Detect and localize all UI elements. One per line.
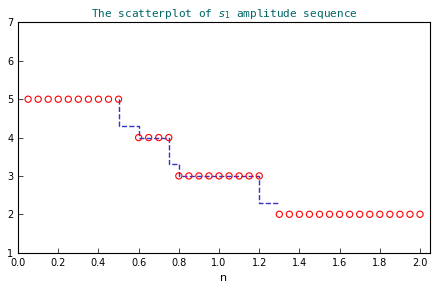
Point — [256, 174, 263, 178]
Point — [236, 174, 243, 178]
Point — [416, 212, 423, 217]
Point — [55, 97, 62, 101]
Point — [75, 97, 82, 101]
Point — [306, 212, 313, 217]
Point — [205, 174, 212, 178]
Point — [105, 97, 112, 101]
Point — [386, 212, 393, 217]
Point — [45, 97, 52, 101]
Point — [276, 212, 283, 217]
Point — [225, 174, 232, 178]
Point — [286, 212, 293, 217]
Point — [296, 212, 303, 217]
Title: The scatterplot of $s_1$ amplitude sequence: The scatterplot of $s_1$ amplitude seque… — [90, 7, 357, 21]
Point — [406, 212, 413, 217]
Point — [85, 97, 92, 101]
Point — [396, 212, 403, 217]
Point — [316, 212, 323, 217]
Point — [155, 135, 162, 140]
Point — [35, 97, 42, 101]
Point — [165, 135, 172, 140]
Point — [115, 97, 122, 101]
Point — [346, 212, 353, 217]
Point — [185, 174, 192, 178]
Point — [356, 212, 363, 217]
Point — [145, 135, 152, 140]
Point — [175, 174, 182, 178]
Point — [65, 97, 72, 101]
Point — [376, 212, 383, 217]
Point — [95, 97, 102, 101]
X-axis label: n: n — [221, 273, 228, 283]
Point — [135, 135, 142, 140]
Point — [215, 174, 222, 178]
Point — [326, 212, 333, 217]
Point — [336, 212, 343, 217]
Point — [195, 174, 202, 178]
Point — [24, 97, 31, 101]
Point — [366, 212, 373, 217]
Point — [246, 174, 253, 178]
